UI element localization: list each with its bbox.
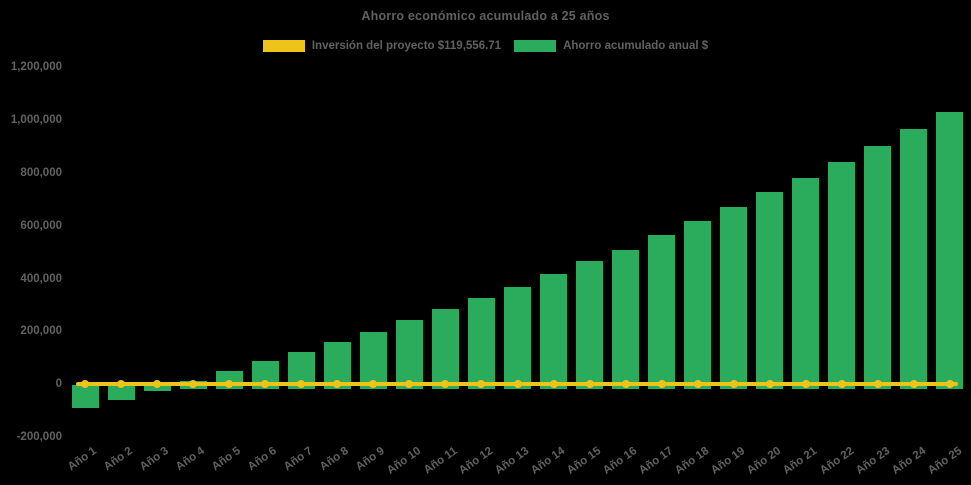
line-marker bbox=[621, 380, 630, 389]
x-axis-label: Año 10 bbox=[384, 445, 424, 477]
y-axis-label: 600,000 bbox=[20, 219, 62, 232]
x-axis-label: Año 12 bbox=[457, 445, 496, 477]
x-axis-label: Año 4 bbox=[173, 445, 208, 474]
x-axis-label: Año 23 bbox=[853, 445, 892, 477]
bar-año-18 bbox=[684, 221, 712, 389]
line-marker bbox=[837, 380, 846, 389]
legend-swatch-icon bbox=[514, 40, 557, 52]
x-axis-label: Año 8 bbox=[318, 445, 352, 474]
bar-año-17 bbox=[648, 234, 676, 389]
bar-año-23 bbox=[864, 145, 892, 389]
line-marker bbox=[657, 380, 666, 389]
line-marker bbox=[261, 380, 270, 389]
x-axis-label: Año 21 bbox=[781, 445, 820, 477]
x-axis-label: Año 19 bbox=[709, 445, 748, 477]
y-axis-label: 400,000 bbox=[20, 272, 62, 285]
x-axis-label: Año 20 bbox=[745, 445, 784, 477]
bar-año-10 bbox=[395, 320, 423, 389]
line-marker bbox=[873, 380, 882, 389]
legend-swatch-icon bbox=[262, 40, 305, 52]
x-axis-label: Año 24 bbox=[889, 445, 928, 477]
line-marker bbox=[549, 380, 558, 389]
y-axis-label: 1,000,000 bbox=[10, 114, 62, 127]
x-axis-label: Año 3 bbox=[137, 445, 171, 474]
bar-año-11 bbox=[431, 308, 459, 389]
chart-title: Ahorro económico acumulado a 25 años bbox=[361, 9, 610, 23]
line-marker bbox=[945, 380, 954, 389]
y-axis-label: -200,000 bbox=[16, 431, 62, 444]
bar-año-25 bbox=[936, 112, 964, 389]
bar-año-15 bbox=[576, 261, 604, 389]
line-marker bbox=[153, 380, 162, 389]
legend-item-ahorro: Ahorro acumulado anual $ bbox=[514, 40, 708, 52]
x-axis-label: Año 17 bbox=[637, 445, 676, 477]
line-marker bbox=[297, 380, 306, 389]
line-marker bbox=[225, 380, 234, 389]
x-axis-label: Año 22 bbox=[817, 445, 856, 477]
line-marker bbox=[369, 380, 378, 389]
bar-año-20 bbox=[756, 192, 784, 389]
bar-año-16 bbox=[612, 249, 640, 389]
line-marker bbox=[765, 380, 774, 389]
x-axis-label: Año 16 bbox=[601, 445, 640, 477]
line-marker bbox=[909, 380, 918, 389]
legend-label: Ahorro acumulado anual $ bbox=[563, 40, 709, 52]
bar-año-24 bbox=[900, 129, 928, 389]
line-marker bbox=[513, 380, 522, 389]
bar-año-22 bbox=[828, 162, 856, 389]
bar-año-21 bbox=[792, 178, 820, 389]
x-axis-label: Año 2 bbox=[101, 445, 135, 474]
chart-legend: Inversión del proyecto $119,556.71 Ahorro… bbox=[0, 40, 971, 52]
x-axis-label: Año 13 bbox=[493, 445, 532, 477]
line-marker bbox=[441, 380, 450, 389]
x-axis-label: Año 1 bbox=[65, 445, 99, 474]
line-marker bbox=[585, 380, 594, 389]
x-axis-label: Año 15 bbox=[565, 445, 604, 477]
bar-año-2 bbox=[107, 385, 135, 400]
line-marker bbox=[405, 380, 414, 389]
legend-item-inversion: Inversión del proyecto $119,556.71 bbox=[262, 40, 502, 52]
x-axis-label: Año 5 bbox=[210, 445, 244, 474]
bar-año-3 bbox=[143, 385, 171, 392]
line-marker bbox=[801, 380, 810, 389]
legend-label: Inversión del proyecto $119,556.71 bbox=[311, 40, 502, 52]
x-axis-label: Año 9 bbox=[354, 445, 388, 474]
x-axis-label: Año 18 bbox=[673, 445, 712, 477]
y-axis-label: 800,000 bbox=[20, 166, 62, 179]
y-axis-label: 200,000 bbox=[20, 325, 62, 338]
line-marker bbox=[81, 380, 90, 389]
bar-año-13 bbox=[504, 286, 531, 389]
line-marker bbox=[729, 380, 738, 389]
x-axis-label: Año 11 bbox=[421, 445, 460, 477]
line-marker bbox=[117, 380, 126, 389]
line-marker bbox=[189, 380, 198, 389]
line-marker bbox=[693, 380, 702, 389]
bar-año-14 bbox=[540, 273, 568, 389]
bar-año-9 bbox=[359, 332, 387, 389]
y-axis-label: 0 bbox=[55, 378, 62, 391]
y-axis-label: 1,200,000 bbox=[10, 61, 62, 74]
line-marker bbox=[333, 380, 342, 389]
x-axis-label: Año 14 bbox=[529, 445, 568, 477]
bar-año-1 bbox=[71, 385, 99, 408]
bar-año-12 bbox=[467, 298, 495, 389]
line-marker bbox=[477, 380, 486, 389]
x-axis-label: Año 6 bbox=[246, 445, 280, 474]
x-axis-label: Año 25 bbox=[925, 445, 964, 477]
x-axis-label: Año 7 bbox=[282, 445, 316, 474]
bar-año-19 bbox=[720, 206, 748, 389]
